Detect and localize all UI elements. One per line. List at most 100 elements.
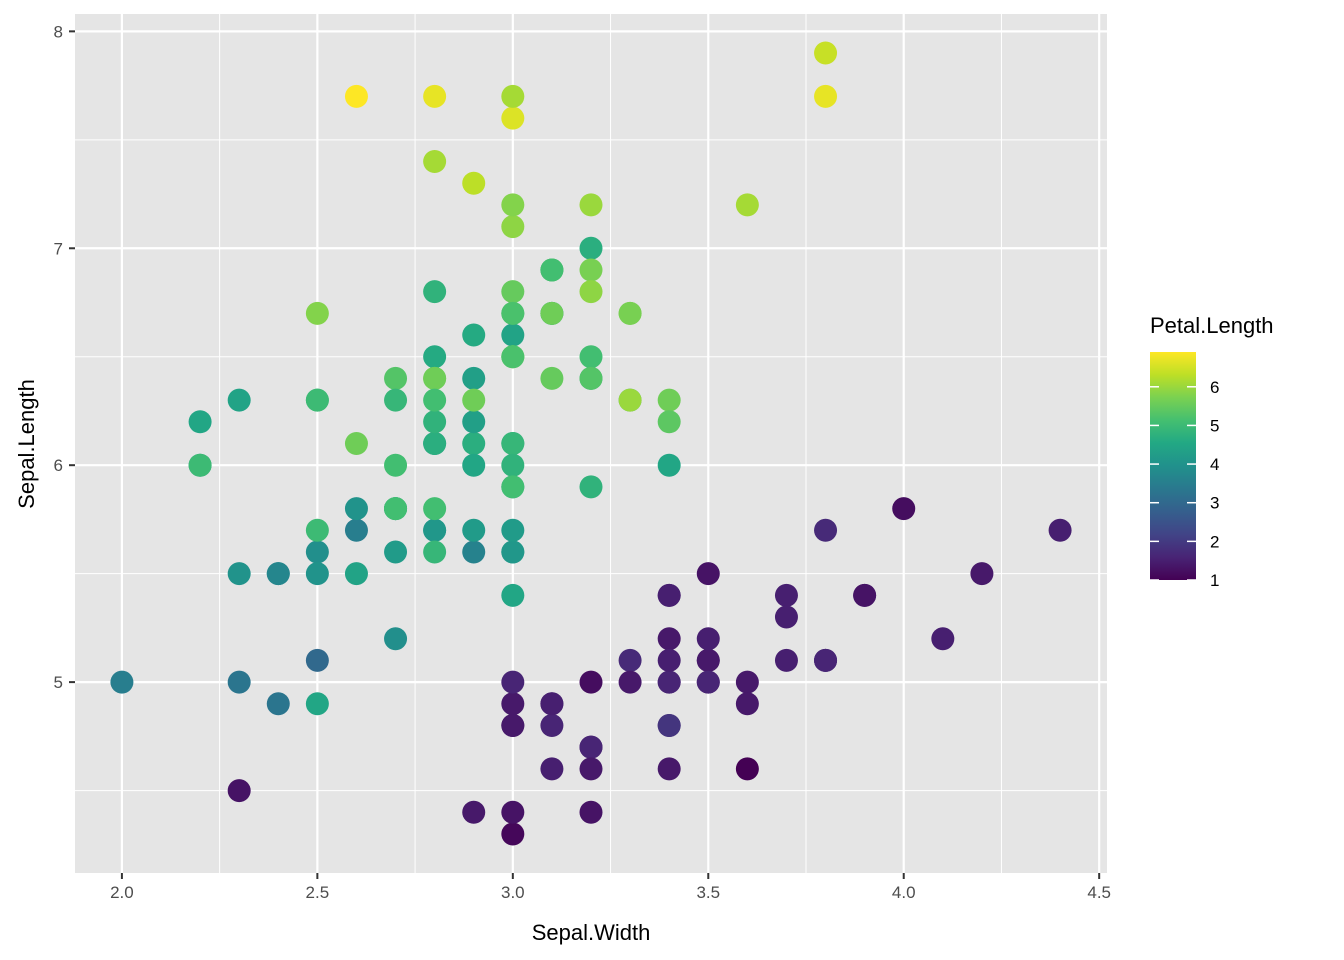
y-tick-label: 8	[54, 22, 63, 41]
data-point	[540, 301, 564, 325]
data-point	[501, 583, 525, 607]
legend-tick-label: 5	[1210, 416, 1219, 435]
data-point	[501, 822, 525, 846]
data-point	[501, 193, 525, 217]
data-point	[462, 800, 486, 824]
data-point	[540, 258, 564, 282]
data-point	[423, 497, 447, 521]
data-point	[462, 518, 486, 542]
y-axis-title: Sepal.Length	[14, 379, 39, 509]
y-tick-label: 6	[54, 456, 63, 475]
data-point	[696, 648, 720, 672]
data-point	[501, 432, 525, 455]
data-point	[423, 345, 447, 369]
data-point	[384, 388, 408, 412]
data-point	[462, 171, 486, 195]
data-point	[735, 692, 759, 716]
data-point	[423, 410, 447, 434]
data-point	[305, 562, 329, 586]
grid-lines	[75, 14, 1107, 873]
data-point	[384, 497, 408, 521]
data-points	[110, 41, 1072, 846]
data-point	[696, 627, 720, 651]
data-point	[814, 84, 838, 108]
data-point	[735, 670, 759, 694]
data-point	[657, 627, 681, 651]
data-point	[814, 518, 838, 542]
data-point	[579, 475, 603, 499]
data-point	[657, 388, 681, 412]
plot-panel	[75, 14, 1107, 873]
data-point	[579, 193, 603, 217]
data-point	[618, 388, 642, 412]
data-point	[814, 648, 838, 672]
data-point	[657, 648, 681, 672]
data-point	[384, 627, 408, 651]
data-point	[501, 345, 525, 369]
data-point	[462, 366, 486, 390]
data-point	[501, 215, 525, 239]
data-point	[462, 323, 486, 347]
data-point	[774, 605, 798, 629]
data-point	[501, 475, 525, 499]
data-point	[579, 345, 603, 369]
data-point	[423, 366, 447, 390]
data-point	[305, 540, 329, 564]
x-tick-label: 3.5	[696, 883, 720, 902]
data-point	[227, 670, 251, 694]
data-point	[423, 540, 447, 564]
data-point	[188, 410, 212, 434]
data-point	[501, 84, 525, 108]
data-point	[618, 670, 642, 694]
data-point	[579, 800, 603, 824]
data-point	[579, 236, 603, 260]
y-axis: 5 6 7 8	[54, 22, 75, 692]
data-point	[579, 258, 603, 282]
data-point	[227, 779, 251, 803]
data-point	[384, 453, 408, 477]
data-point	[423, 518, 447, 542]
data-point	[344, 432, 368, 455]
legend-tick-label: 4	[1210, 455, 1219, 474]
data-point	[462, 432, 486, 455]
data-point	[579, 670, 603, 694]
data-point	[970, 562, 994, 586]
legend-title: Petal.Length	[1150, 313, 1274, 338]
data-point	[892, 497, 916, 521]
data-point	[423, 150, 447, 174]
data-point	[853, 583, 877, 607]
data-point	[305, 692, 329, 716]
data-point	[344, 84, 368, 108]
data-point	[423, 280, 447, 304]
data-point	[540, 366, 564, 390]
data-point	[305, 648, 329, 672]
data-point	[501, 453, 525, 477]
data-point	[579, 757, 603, 781]
data-point	[501, 280, 525, 304]
data-point	[305, 301, 329, 325]
data-point	[384, 366, 408, 390]
legend-ticks: 1 2 3 4 5 6	[1150, 378, 1219, 590]
x-tick-label: 2.0	[110, 883, 134, 902]
x-tick-label: 2.5	[306, 883, 330, 902]
data-point	[618, 301, 642, 325]
legend-tick-label: 6	[1210, 378, 1219, 397]
data-point	[579, 366, 603, 390]
data-point	[344, 497, 368, 521]
data-point	[501, 518, 525, 542]
data-point	[579, 280, 603, 304]
data-point	[540, 713, 564, 737]
x-axis-title: Sepal.Width	[532, 920, 651, 945]
data-point	[462, 453, 486, 477]
x-tick-label: 4.5	[1087, 883, 1111, 902]
data-point	[384, 540, 408, 564]
data-point	[501, 692, 525, 716]
legend-tick-label: 2	[1210, 532, 1219, 551]
data-point	[227, 388, 251, 412]
data-point	[657, 713, 681, 737]
data-point	[540, 757, 564, 781]
data-point	[305, 388, 329, 412]
legend: Petal.Length 1 2 3 4 5 6	[1150, 313, 1274, 590]
data-point	[540, 692, 564, 716]
